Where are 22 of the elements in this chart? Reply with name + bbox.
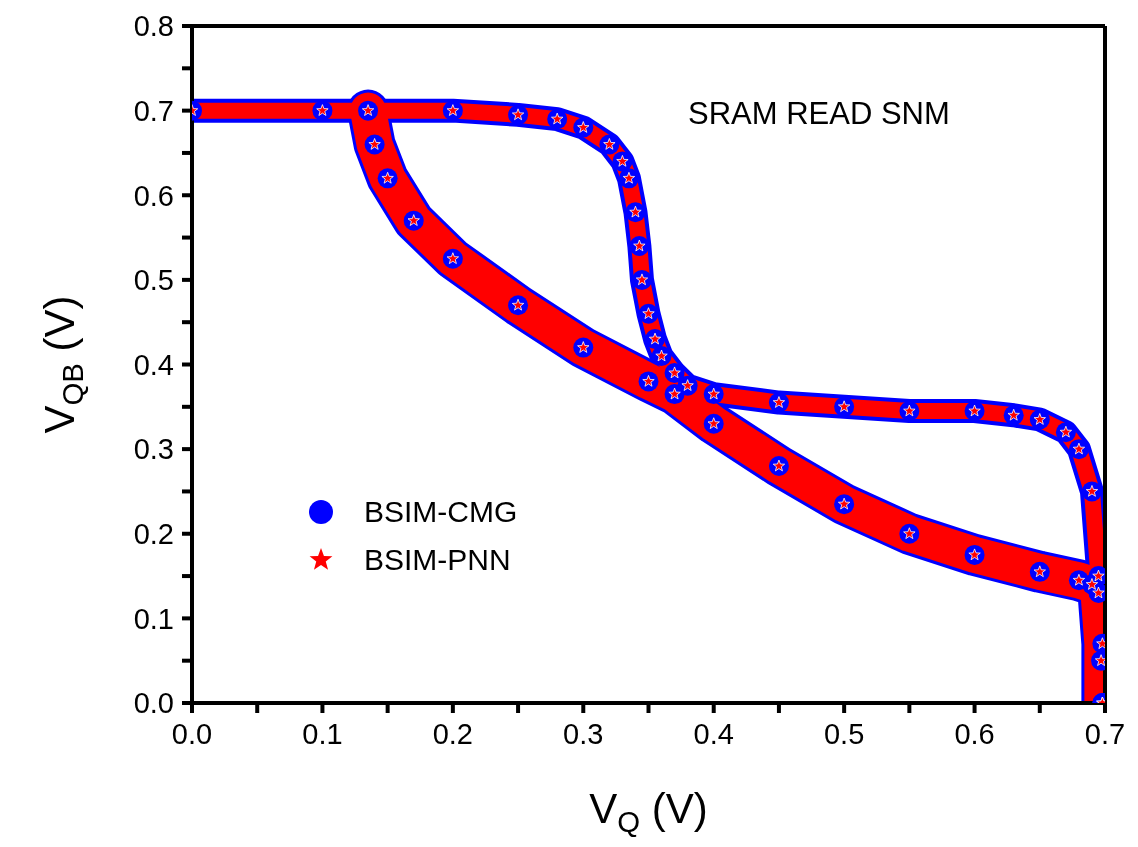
x-tick-label: 0.7 [1084, 717, 1126, 750]
y-tick-label: 0.7 [133, 94, 174, 127]
x-tick-label: 0.2 [432, 717, 474, 750]
point [1085, 578, 1099, 590]
legend-label: BSIM-PNN [364, 543, 511, 577]
legend-label: BSIM-CMG [364, 495, 518, 529]
annotation: SRAM READ SNM [688, 96, 950, 132]
x-tick-label: 0.0 [171, 717, 213, 750]
x-tick-label: 0.6 [954, 717, 995, 750]
x-tick-label: 0.1 [302, 717, 343, 750]
x-axis-title: V$_{Q}$ (V) [589, 785, 708, 838]
y-tick-label: 0.8 [133, 10, 174, 43]
y-tick-label: 0.4 [133, 348, 174, 381]
y-tick-label: 0.1 [133, 602, 174, 635]
x-tick-label: 0.4 [693, 717, 734, 750]
x-tick-label: 0.5 [823, 717, 865, 750]
y-tick-label: 0.3 [133, 433, 174, 466]
y-tick-label: 0.5 [133, 264, 174, 297]
y-tick-label: 0.2 [133, 518, 174, 551]
x-tick-label: 0.3 [563, 717, 604, 750]
y-tick-label: 0.6 [133, 179, 174, 212]
y-tick-label: 0.0 [133, 687, 174, 720]
